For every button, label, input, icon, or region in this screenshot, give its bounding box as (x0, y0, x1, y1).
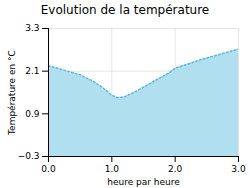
svg-text:0.0: 0.0 (41, 164, 56, 174)
svg-text:3.3: 3.3 (25, 23, 39, 33)
svg-text:3.0: 3.0 (231, 164, 246, 174)
svg-text:−0.3: −0.3 (18, 151, 40, 161)
svg-text:0.9: 0.9 (25, 109, 40, 119)
svg-text:1.0: 1.0 (105, 164, 120, 174)
svg-text:Température en °C: Température en °C (7, 50, 17, 136)
svg-text:heure par heure: heure par heure (107, 177, 180, 187)
svg-text:2.0: 2.0 (168, 164, 183, 174)
svg-text:2.1: 2.1 (25, 66, 39, 76)
html-text:Evolution de la température: Evolution de la température (40, 3, 210, 17)
